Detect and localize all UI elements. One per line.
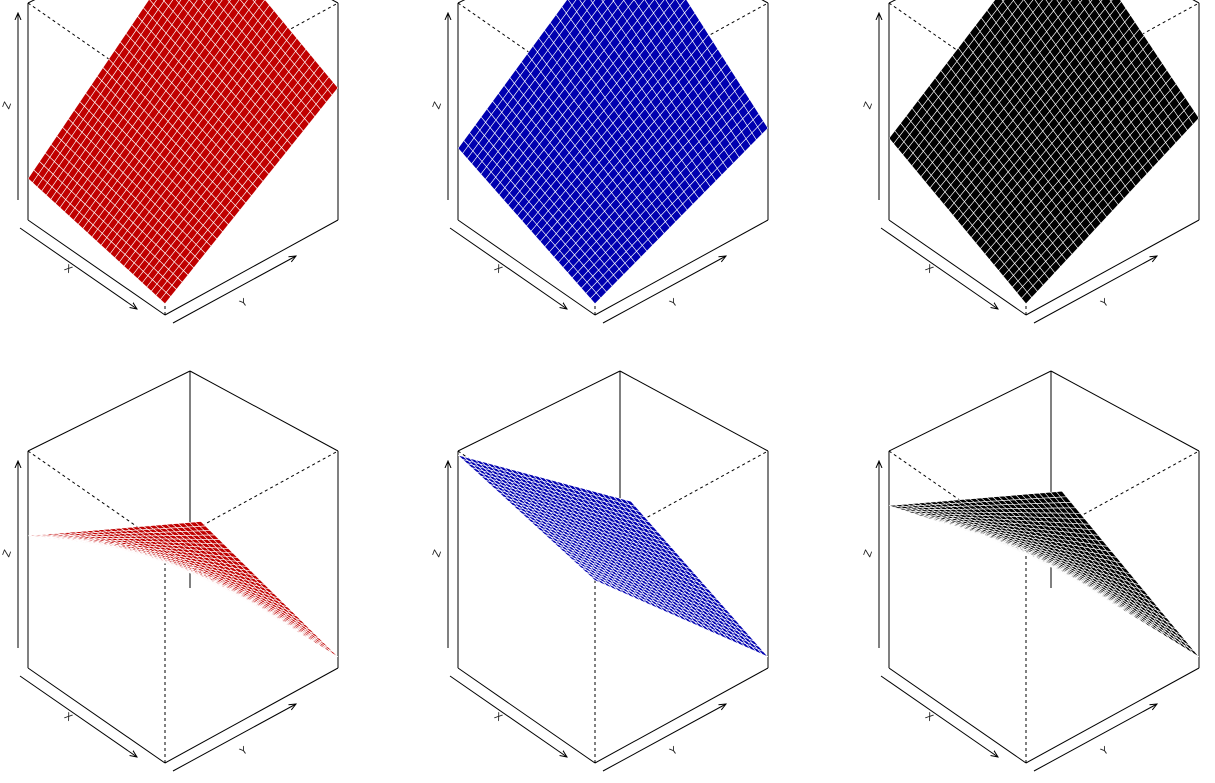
x-axis-arrow: [19, 227, 137, 309]
y-axis-arrow: [602, 256, 726, 324]
panel-6-surface: [889, 490, 1199, 658]
surface-facet: [1023, 0, 1035, 7]
box-edge: [594, 219, 769, 316]
surface-facet: [1044, 0, 1056, 5]
box-edge: [457, 667, 596, 764]
x-axis-arrow: [880, 227, 998, 309]
box-edge: [1050, 370, 1200, 452]
surface-facet: [757, 648, 768, 658]
surface-facet: [148, 0, 160, 5]
x-axis-label: X: [492, 263, 504, 276]
y-axis-label: Y: [1099, 297, 1112, 311]
z-axis-label: Z: [862, 100, 875, 110]
panel-6: XYZ: [862, 370, 1200, 772]
box-edge: [888, 370, 1052, 452]
box-edge: [164, 219, 339, 316]
surface-facet: [254, 0, 266, 8]
y-axis-arrow: [172, 256, 296, 324]
box-edge: [27, 370, 191, 452]
surface-facet: [1033, 0, 1045, 6]
surface-facet: [654, 0, 666, 7]
surface-facet: [163, 0, 175, 7]
z-axis-label: Z: [1, 548, 14, 558]
panel-1: X Y Z: [1, 0, 339, 324]
surface-facet: [577, 0, 589, 5]
box-edge: [27, 219, 166, 316]
x-axis-label: X: [492, 711, 504, 724]
box-edge: [27, 667, 166, 764]
surface-facet: [587, 0, 599, 4]
box-edge: [594, 667, 769, 764]
surface-facet: [644, 0, 656, 7]
y-axis-arrow: [602, 704, 726, 772]
x-axis-arrow: [19, 675, 137, 757]
box-edge: [888, 667, 1027, 764]
surface-facet: [1188, 110, 1199, 125]
box-edge: [1025, 667, 1200, 764]
surface-facet: [1064, 0, 1076, 4]
surface-facet: [327, 81, 338, 96]
surface-facet: [567, 0, 579, 6]
panel-5: X Y Z: [431, 370, 769, 772]
surface-facet: [203, 0, 215, 8]
y-axis-arrow: [172, 704, 296, 772]
surface-facet: [1075, 0, 1087, 3]
x-axis-label: X: [62, 711, 74, 724]
panel-2-surface: [458, 0, 768, 305]
y-axis-label: Y: [668, 297, 681, 311]
z-axis-label: Z: [431, 548, 444, 558]
y-axis-label: Y: [238, 745, 251, 759]
surface-facet: [664, 0, 676, 7]
surface-facet: [675, 0, 687, 7]
surface-facet: [327, 648, 338, 658]
box-edge: [164, 667, 339, 764]
panel-4-box: [27, 370, 339, 764]
surface-facet: [757, 120, 768, 135]
box-edge: [619, 370, 769, 452]
x-axis-arrow: [449, 227, 567, 309]
panel-4-axes: X Y Z: [1, 461, 296, 772]
box-edge: [457, 370, 621, 452]
surface-facet: [188, 0, 200, 6]
y-axis-label: Y: [668, 745, 681, 759]
x-axis-label: X: [62, 263, 74, 276]
surface-facet: [239, 0, 251, 6]
y-axis-label: Y: [238, 297, 251, 311]
x-axis-arrow: [449, 675, 567, 757]
surface-facet: [178, 0, 190, 9]
z-axis-label: Z: [431, 100, 444, 110]
surface-facet: [199, 0, 211, 3]
box-edge: [888, 219, 1027, 316]
box-edge: [457, 219, 596, 316]
x-axis-label: X: [923, 263, 935, 276]
surface-facet: [214, 0, 226, 5]
panel-4-surface: [28, 521, 338, 658]
panel-6-box: [888, 370, 1200, 764]
box-edge: [1025, 219, 1200, 316]
panel-2-axes: X Y Z: [431, 13, 726, 324]
panel-1-surface: [28, 0, 338, 305]
panel-2: X Y Z: [431, 0, 769, 324]
y-axis-arrow: [1033, 256, 1157, 324]
surface-facet: [173, 0, 186, 4]
surface-facet: [623, 0, 635, 8]
surface-facet: [1013, 0, 1025, 8]
surface-facet: [249, 0, 261, 3]
box-edge: [189, 370, 339, 452]
panel-5-surface: [458, 454, 768, 658]
z-axis-label: Z: [1, 100, 14, 110]
panel-3-surface: [889, 0, 1199, 305]
surface-facet: [633, 0, 645, 7]
surface-facet: [228, 0, 241, 8]
panel-3: X Y Z: [862, 0, 1200, 324]
panel-4: X Y Z: [1, 370, 339, 772]
surface-facet: [1054, 0, 1066, 5]
